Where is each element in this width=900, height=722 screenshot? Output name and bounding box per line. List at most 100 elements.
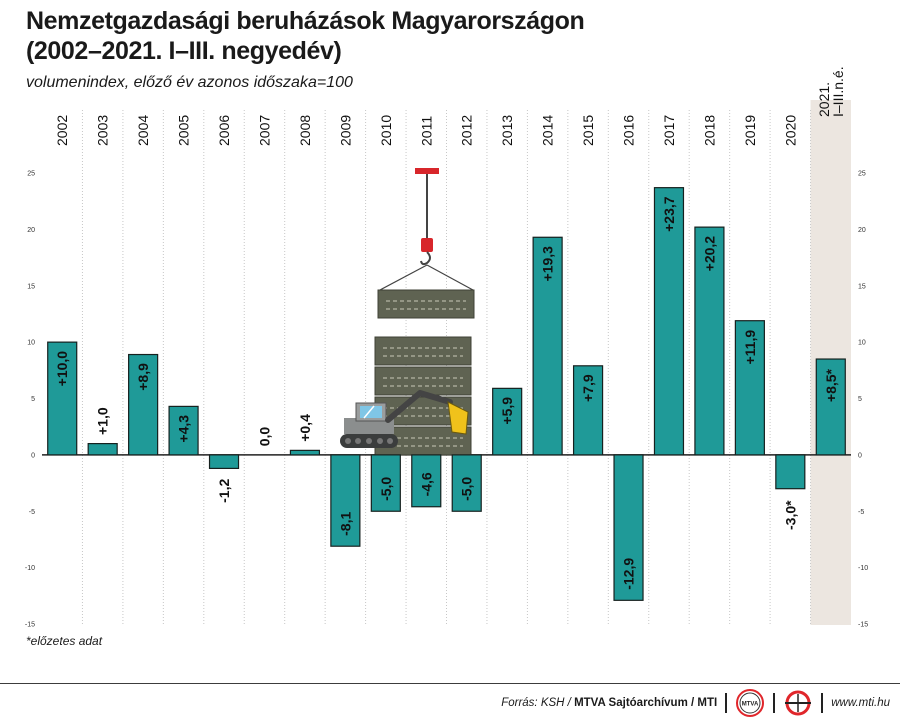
y-tick-label-right: 15 — [858, 283, 866, 290]
y-tick-label-left: -15 — [25, 622, 35, 629]
y-tick-label-right: -5 — [858, 509, 864, 516]
mti-logo-icon — [785, 690, 812, 716]
x-label-2016: 2016 — [621, 115, 637, 146]
bar-2014 — [532, 236, 563, 456]
website-link[interactable]: www.mti.hu — [831, 697, 890, 709]
data-label-2004: +8,9 — [135, 363, 151, 391]
data-label-2011: -4,6 — [418, 472, 434, 496]
data-label-2014: +19,3 — [540, 246, 556, 282]
y-tick-label-left: -5 — [29, 509, 35, 516]
data-label-2009: -8,1 — [337, 512, 353, 536]
footer-separator — [773, 693, 776, 713]
data-label-2007: 0,0 — [256, 427, 272, 447]
bar-2018 — [694, 226, 725, 456]
x-label-2006: 2006 — [216, 115, 232, 146]
data-label-2016: -12,9 — [621, 558, 637, 590]
x-axis-labels: 2002 2003 2004 2005 2006 2007 2008 2009 2010 2011… — [54, 66, 846, 146]
x-label-2007: 2007 — [256, 115, 272, 146]
data-label-2021. I–III.n.é.: +8,5* — [823, 368, 839, 402]
bars-layer — [47, 187, 846, 601]
bar-2002 — [47, 341, 78, 456]
y-tick-label-right: -15 — [858, 622, 868, 629]
footer-separator — [821, 693, 824, 713]
bar-2009 — [330, 454, 361, 547]
bar-2017 — [653, 187, 685, 456]
data-label-2019: +11,9 — [742, 330, 758, 365]
y-tick-label-right: 25 — [858, 171, 866, 178]
x-label-2015: 2015 — [580, 115, 596, 146]
bar-2005 — [168, 405, 199, 456]
x-label-2003: 2003 — [95, 115, 111, 146]
x-label-2002: 2002 — [54, 115, 70, 146]
data-label-2008: +0,4 — [297, 414, 313, 442]
data-label-2018: +20,2 — [701, 236, 717, 272]
bar-2006 — [208, 454, 240, 470]
x-label-2013: 2013 — [499, 115, 515, 146]
bar-2020 — [775, 454, 806, 490]
bar-2021. I–III.n.é. — [815, 358, 846, 456]
y-tick-label-right: -10 — [858, 565, 868, 572]
bar-2011 — [411, 454, 442, 508]
y-tick-label-left: 0 — [31, 452, 35, 459]
chart-title: Nemzetgazdasági beruházások Magyarország… — [26, 6, 866, 66]
y-tick-label-right: 10 — [858, 340, 866, 347]
bar-2008 — [289, 449, 321, 456]
x-label-2005: 2005 — [176, 115, 192, 146]
source-bold: MTVA Sajtóarchívum / MTI — [574, 697, 718, 709]
x-label-2017: 2017 — [661, 115, 677, 146]
title-line-1: Nemzetgazdasági beruházások Magyarország… — [26, 7, 585, 35]
data-label-2005: +4,3 — [176, 415, 192, 443]
footer: Forrás: KSH / MTVA Sajtóarchívum / MTI M… — [501, 686, 890, 720]
data-label-2020: -3,0* — [782, 500, 798, 530]
construction-illustration — [340, 168, 475, 456]
y-tick-label-right: 0 — [858, 452, 862, 459]
x-label-2004: 2004 — [135, 115, 151, 146]
footnote: *előzetes adat — [26, 634, 103, 648]
y-tick-label-right: 20 — [858, 227, 866, 234]
source-prefix: Forrás: KSH / — [501, 697, 575, 709]
y-tick-label-left: 25 — [27, 171, 35, 178]
y-tick-label-right: 5 — [858, 396, 862, 403]
x-label-19: 2021.I–III.n.é. — [816, 66, 846, 117]
y-tick-label-left: 15 — [27, 283, 35, 290]
bar-2003 — [87, 443, 118, 456]
bar-2012 — [451, 454, 482, 512]
data-label-2003: +1,0 — [95, 407, 111, 435]
data-label-2002: +10,0 — [54, 351, 70, 387]
source-credit: Forrás: KSH / MTVA Sajtóarchívum / MTI — [501, 697, 717, 709]
chart-subtitle: volumenindex, előző év azonos időszaka=1… — [26, 74, 353, 91]
bar-2010 — [370, 454, 401, 512]
data-label-2013: +5,9 — [499, 397, 515, 425]
data-label-2010: -5,0 — [378, 477, 394, 501]
x-label-2019: 2019 — [742, 115, 758, 146]
mtva-logo-text: MTVA — [742, 702, 759, 708]
labels-layer: +10,0 +1,0 +8,9 +4,3 -1,2 0,0 +0,4 -8,1 -5,0 -4,6… — [54, 196, 839, 590]
bar-2004 — [128, 353, 159, 456]
x-label-2020: 2020 — [782, 115, 798, 146]
bar-2019 — [734, 320, 765, 456]
x-label-2014: 2014 — [540, 115, 556, 146]
footer-divider — [0, 683, 900, 684]
x-label-2011: 2011 — [418, 116, 434, 146]
x-label-2008: 2008 — [297, 115, 313, 146]
bar-2016 — [613, 454, 644, 601]
x-label-2010: 2010 — [378, 115, 394, 146]
bar-2015 — [572, 365, 604, 456]
data-label-2012: -5,0 — [459, 477, 475, 501]
data-label-2015: +7,9 — [580, 374, 596, 402]
x-label-2018: 2018 — [701, 115, 717, 146]
construction-crane-icon — [377, 168, 475, 319]
title-line-2: (2002–2021. I–III. negyedév) — [26, 37, 342, 65]
bar-2013 — [492, 387, 523, 456]
data-label-2017: +23,7 — [661, 196, 677, 232]
y-tick-label-left: 10 — [27, 340, 35, 347]
y-tick-label-left: 5 — [31, 396, 35, 403]
y-tick-label-left: 20 — [27, 227, 35, 234]
mtva-logo-icon: MTVA — [736, 689, 765, 717]
excavator-icon — [340, 390, 469, 448]
data-label-2006: -1,2 — [216, 479, 232, 503]
y-tick-label-left: -10 — [25, 565, 35, 572]
x-label-2012: 2012 — [459, 115, 475, 146]
footer-separator — [725, 693, 728, 713]
